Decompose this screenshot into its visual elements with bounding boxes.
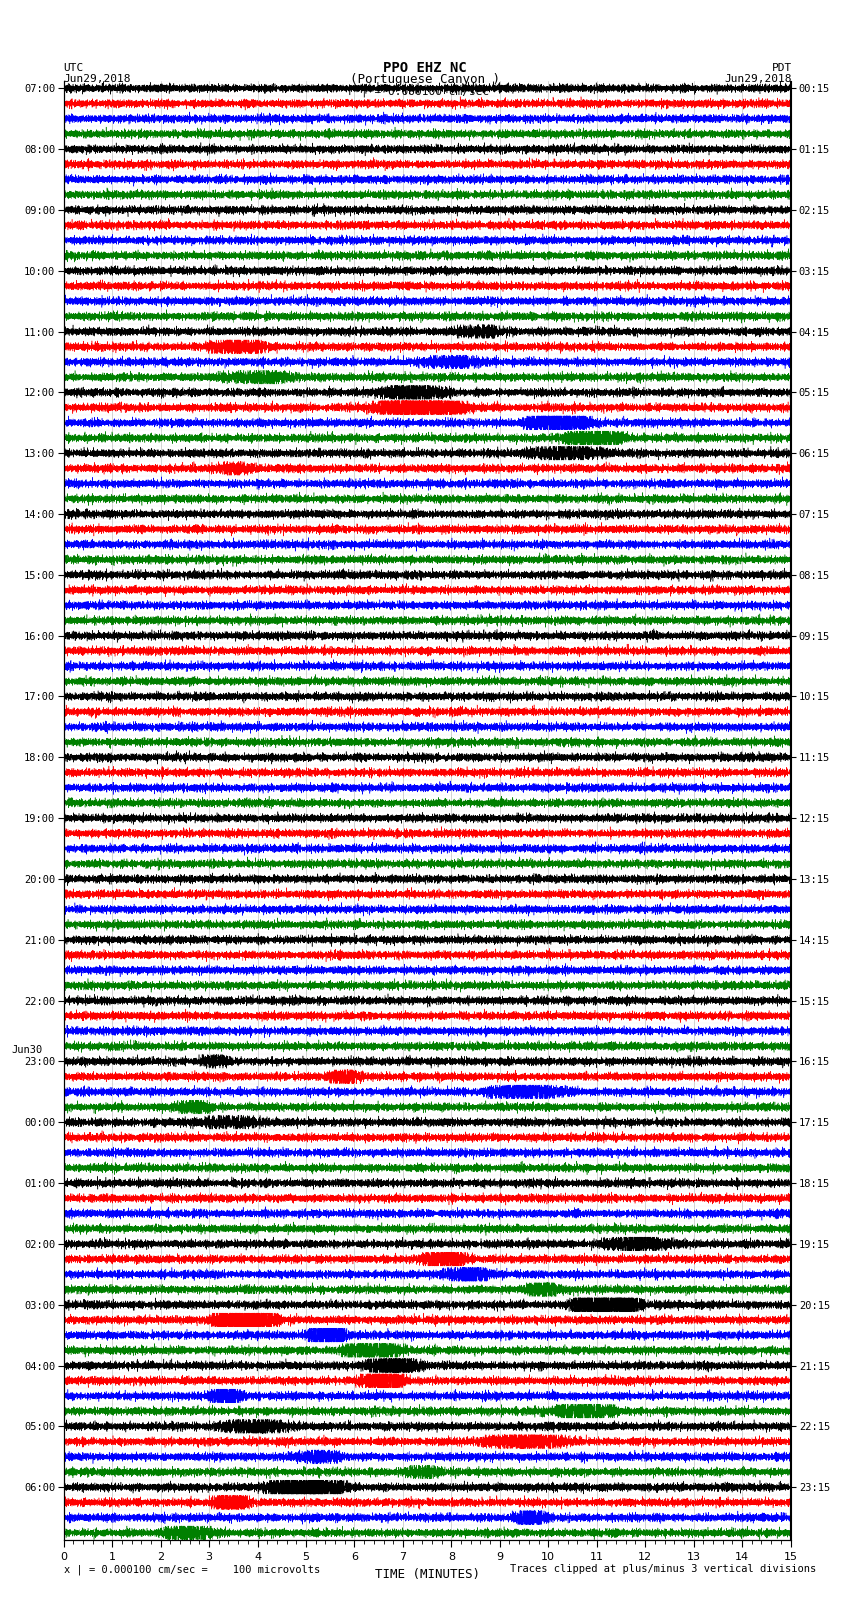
Text: Jun29,2018: Jun29,2018 — [64, 74, 131, 84]
Text: | = 0.000100 cm/sec: | = 0.000100 cm/sec — [361, 87, 489, 97]
Text: x | = 0.000100 cm/sec =    100 microvolts: x | = 0.000100 cm/sec = 100 microvolts — [64, 1565, 320, 1574]
Text: PPO EHZ NC: PPO EHZ NC — [383, 61, 467, 74]
Text: Jun29,2018: Jun29,2018 — [725, 74, 792, 84]
Text: UTC: UTC — [64, 63, 84, 73]
Text: Traces clipped at plus/minus 3 vertical divisions: Traces clipped at plus/minus 3 vertical … — [510, 1565, 816, 1574]
Text: (Portuguese Canyon ): (Portuguese Canyon ) — [350, 73, 500, 85]
X-axis label: TIME (MINUTES): TIME (MINUTES) — [375, 1568, 479, 1581]
Text: PDT: PDT — [772, 63, 792, 73]
Text: Jun30: Jun30 — [11, 1045, 42, 1055]
